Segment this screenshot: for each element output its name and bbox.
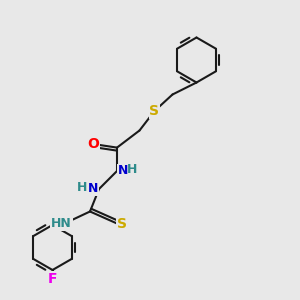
Text: N: N — [118, 164, 128, 178]
Text: S: S — [116, 217, 127, 230]
Text: H: H — [127, 163, 137, 176]
Text: HN: HN — [51, 217, 72, 230]
Text: F: F — [48, 272, 57, 286]
Text: S: S — [149, 104, 160, 118]
Text: H: H — [77, 181, 88, 194]
Text: N: N — [88, 182, 98, 196]
Text: O: O — [87, 137, 99, 151]
